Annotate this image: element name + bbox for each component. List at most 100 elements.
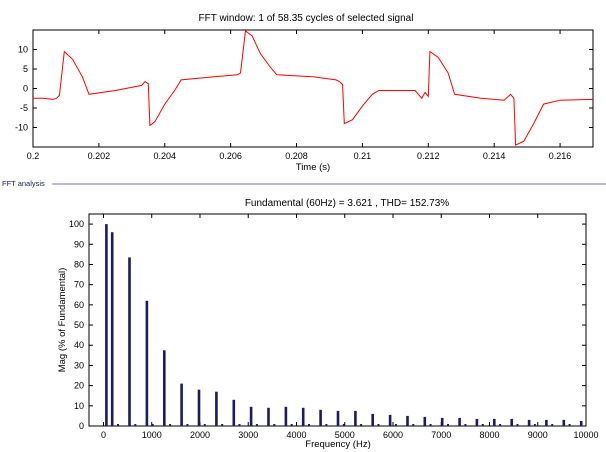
fft-bar [493,418,496,426]
signal-chart-title: FFT window: 1 of 58.35 cycles of selecte… [199,13,414,24]
fft-y-ticks: 0 10 20 30 40 50 60 70 80 90 100 [69,219,586,431]
signal-x-tick-label: 0.208 [285,151,308,161]
fft-bar [249,406,253,426]
fft-bar [110,232,114,426]
fft-bar [423,416,427,426]
fft-minor-bar [533,424,536,426]
fft-minor-bar [308,424,310,426]
fft-minor-bar [325,424,328,426]
fft-bar [440,417,444,426]
signal-y-tick-label: 0 [23,84,28,94]
fft-chart-title: Fundamental (60Hz) = 3.621 , THD= 152.73… [245,198,449,209]
signal-y-tick-label: -5 [20,103,28,113]
fft-bars [105,224,583,426]
signal-x-axis-label: Time (s) [296,162,330,173]
fft-bar [510,418,513,426]
fft-minor-bar [238,424,241,426]
fft-y-tick-label: 30 [74,360,84,370]
fft-bar [128,257,131,426]
fft-x-tick-label: 9000 [528,430,548,440]
fft-y-tick-label: 20 [74,381,84,391]
signal-x-tick-label: 0.204 [153,151,176,161]
fft-y-tick-label: 50 [74,320,84,330]
fft-spectrum-chart: Fundamental (60Hz) = 3.621 , THD= 152.73… [57,198,599,450]
fft-minor-bar [429,424,432,426]
section-label: FFT analysis [2,179,45,188]
fft-minor-bar [394,424,397,426]
fft-bar [562,419,566,426]
fft-bar [371,413,374,426]
fft-x-tick-label: 3000 [238,430,258,440]
signal-x-tick-label: 0.21 [354,151,372,161]
fft-bar [336,410,340,426]
fft-minor-bar [186,424,189,426]
fft-y-tick-label: 0 [79,421,84,431]
fft-minor-bar [516,424,519,426]
signal-x-tick-label: 0.214 [483,151,506,161]
signal-y-tick-label: -10 [15,123,28,133]
fft-bar [388,414,392,426]
fft-bar [267,407,270,426]
fft-minor-bar [412,424,415,426]
fft-minor-bar [169,424,172,426]
fft-x-tick-label: 4000 [286,430,306,440]
fft-y-tick-label: 80 [74,259,84,269]
fft-x-tick-label: 1000 [142,430,162,440]
fft-y-tick-label: 100 [69,219,84,229]
fft-bar [545,419,548,426]
signal-y-ticks: 10 5 0 -5 -10 [15,45,593,133]
fft-minor-bar [464,424,467,426]
signal-x-tick-label: 0.206 [219,151,242,161]
fft-minor-bar [203,424,206,426]
fft-y-tick-label: 10 [74,401,84,411]
signal-line [33,29,594,146]
fft-x-tick-label: 5000 [335,430,355,440]
signal-x-ticks: 0.2 0.202 0.204 0.206 0.208 0.21 0.212 0.214 0.2… [27,30,572,161]
fft-bar [197,389,201,426]
fft-y-tick-label: 40 [74,340,84,350]
fft-bar [163,350,166,426]
fft-minor-bar [273,424,276,426]
fft-x-ticks: 0 1000 2000 3000 4000 5000 6000 7000 8000 9000 100… [101,214,599,440]
fft-x-tick-label: 8000 [479,430,499,440]
fft-minor-bar [255,424,258,426]
fft-bar [579,421,583,426]
fft-bar [475,418,479,426]
fft-minor-bar [151,424,154,426]
fft-x-tick-label: 10000 [573,430,598,440]
fft-x-tick-label: 6000 [383,430,403,440]
fft-bar [180,383,183,426]
signal-x-tick-label: 0.216 [549,151,572,161]
signal-x-tick-label: 0.212 [417,151,440,161]
fft-x-tick-label: 0 [101,430,106,440]
fft-bar [284,406,288,426]
fft-y-tick-label: 90 [74,239,84,249]
signal-x-tick-label: 0.202 [88,151,111,161]
fft-y-tick-label: 60 [74,300,84,310]
fft-minor-bar [447,424,449,426]
signal-plot-area [32,29,594,148]
fft-bar [354,410,357,426]
fft-analysis-section: FFT analysis [2,179,606,188]
signal-x-tick-label: 0.2 [27,151,40,161]
fft-minor-bar [360,424,363,426]
signal-y-tick-label: 5 [23,64,28,74]
fft-bar [145,300,149,426]
fft-minor-bar [134,424,137,426]
fft-minor-bar [568,424,571,426]
signal-y-tick-label: 10 [18,45,28,55]
fft-minor-bar [377,424,380,426]
fft-bar [215,391,218,426]
fft-bar [406,415,409,426]
fft-minor-bar [342,424,345,426]
signal-window-chart: FFT window: 1 of 58.35 cycles of selecte… [15,13,594,173]
fft-minor-bar [499,424,502,426]
fft-x-axis-label: Frequency (Hz) [305,439,370,450]
fft-x-tick-label: 7000 [431,430,451,440]
fft-bar [232,399,236,426]
fft-bar [105,224,108,426]
fft-minor-bar [290,424,293,426]
fft-bar [527,419,531,426]
fft-minor-bar [551,424,554,426]
